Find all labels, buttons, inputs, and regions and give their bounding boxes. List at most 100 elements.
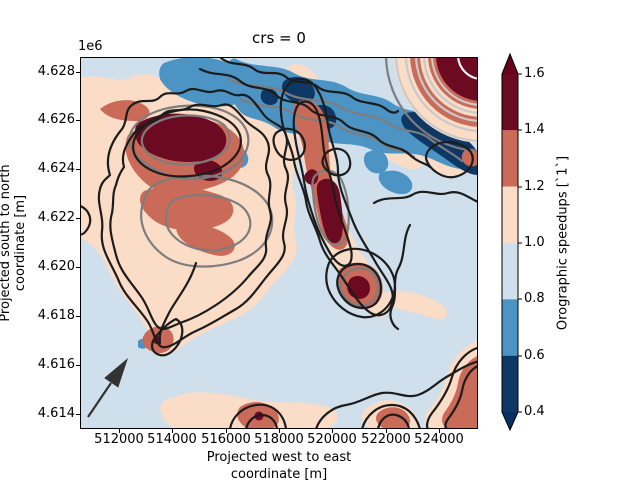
colorbar-tick-label: 0.4: [524, 404, 545, 419]
colorbar-extend-over-arrow: [502, 54, 518, 74]
contour-line: [325, 247, 396, 319]
region-blob: [363, 150, 389, 174]
colorbar-segment: [502, 130, 518, 187]
x-axis-label: Projected west to east coordinate [m]: [80, 449, 478, 480]
contour-line: [164, 193, 252, 252]
region-core: [316, 178, 343, 244]
y-tick-label: 4.622: [37, 210, 75, 225]
region-blob: [176, 224, 235, 256]
contour-line: [238, 97, 416, 159]
arrow-head: [104, 358, 128, 388]
y-tick-label: 4.618: [37, 308, 75, 323]
contour-line: [228, 403, 288, 429]
flow-direction-arrow: [87, 358, 128, 418]
elevation-contours-gray: [128, 57, 478, 307]
x-tick-label: 514000: [147, 432, 197, 447]
x-tick-label: 524000: [414, 432, 464, 447]
colorbar-tick-label: 0.6: [524, 348, 545, 363]
y-tick-label: 4.628: [37, 64, 75, 79]
colorbar-segment: [502, 243, 518, 300]
elevation-contours-black: [80, 57, 478, 429]
plot-title: crs = 0: [252, 29, 306, 47]
colorbar: [501, 52, 522, 432]
region-blob: [378, 170, 413, 195]
region-core: [304, 169, 319, 185]
y-tick-label: 4.620: [37, 259, 75, 274]
contour-line: [311, 169, 350, 246]
region-blob: [376, 407, 410, 429]
colorbar-segment: [502, 186, 518, 243]
colorbar-segment: [502, 299, 518, 356]
colorbar-tick-label: 1.4: [524, 122, 545, 137]
y-axis-tick-mark: [76, 72, 80, 73]
y-axis-tick-mark: [76, 218, 80, 219]
x-axis-tick-mark: [439, 429, 440, 433]
contour-line: [244, 413, 279, 429]
contour-line: [140, 174, 274, 268]
colorbar-tick-label: 1.6: [524, 66, 545, 81]
contour-line: [425, 346, 478, 429]
contour-line: [97, 87, 290, 349]
contour-line: [321, 147, 352, 177]
colorbar-segment: [502, 74, 518, 131]
region-blob: [461, 148, 478, 167]
contour-line: [336, 263, 382, 309]
x-axis-label-line2: coordinate [m]: [230, 467, 328, 480]
y-axis-offset-text: 1e6: [78, 39, 103, 54]
region-core: [135, 113, 227, 162]
x-axis-tick-mark: [119, 429, 120, 433]
x-tick-label: 512000: [94, 432, 144, 447]
contour-line: [376, 413, 411, 429]
axes-spines: [80, 57, 478, 429]
y-axis-tick-mark: [76, 316, 80, 317]
y-axis-tick-mark: [76, 120, 80, 121]
contour-line: [339, 267, 380, 307]
contour-line: [140, 114, 231, 166]
x-axis-tick-mark: [226, 429, 227, 433]
x-tick-label: 518000: [254, 432, 304, 447]
y-axis-label-line1: Projected south to north: [0, 164, 13, 322]
colorbar-tick-label: 1.2: [524, 179, 545, 194]
contour-line: [360, 403, 422, 429]
y-axis-label: Projected south to north coordinate [m]: [0, 164, 28, 321]
contour-line: [158, 261, 198, 345]
region-blob: [139, 186, 234, 231]
x-tick-label: 522000: [361, 432, 411, 447]
y-axis-tick-mark: [76, 169, 80, 170]
colorbar-segment: [502, 355, 518, 412]
y-axis-label-line2: coordinate [m]: [13, 194, 28, 292]
contour-line: [444, 364, 478, 429]
bullseye-core: [436, 57, 478, 101]
contour-line: [279, 77, 394, 317]
contour-line: [218, 57, 400, 114]
colorbar-tick-label: 1.0: [524, 235, 545, 250]
colorbar-label: Orographic speedups [`1`]: [555, 155, 571, 331]
contour-line: [314, 360, 478, 429]
y-tick-label: 4.614: [37, 406, 75, 421]
y-axis-tick-mark: [76, 267, 80, 268]
colorbar-tick-marks: [518, 73, 522, 413]
x-axis-tick-mark: [279, 429, 280, 433]
contour-line: [132, 108, 242, 178]
arrow-shaft: [87, 382, 112, 418]
y-tick-label: 4.616: [37, 357, 75, 372]
contour-line: [272, 127, 306, 161]
region-blob: [100, 100, 150, 121]
x-axis-tick-mark: [172, 429, 173, 433]
x-axis-tick-mark: [386, 429, 387, 433]
y-axis-tick-mark: [76, 365, 80, 366]
x-axis-tick-mark: [332, 429, 333, 433]
contour-line: [424, 141, 474, 179]
y-tick-label: 4.626: [37, 112, 75, 127]
colorbar-tick-label: 0.8: [524, 291, 545, 306]
x-axis-label-line1: Projected west to east: [206, 450, 352, 465]
contour-line: [372, 190, 478, 205]
y-tick-label: 4.624: [37, 161, 75, 176]
map-plot-area: [80, 57, 478, 429]
contour-line: [389, 223, 412, 331]
contour-line: [226, 77, 464, 163]
contour-line: [109, 103, 272, 331]
speedup-fill-1.4-1.6: [135, 113, 370, 421]
x-tick-label: 516000: [201, 432, 251, 447]
